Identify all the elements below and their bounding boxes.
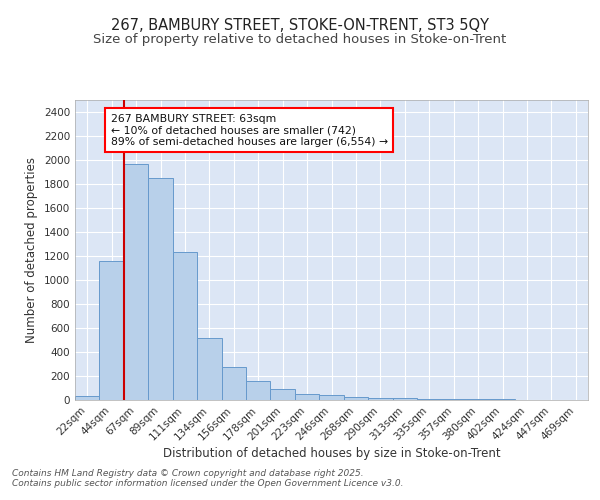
Bar [221,367,246,400]
Text: Contains public sector information licensed under the Open Government Licence v3: Contains public sector information licen… [12,478,404,488]
Bar [197,338,221,400]
Text: Contains HM Land Registry data © Crown copyright and database right 2025.: Contains HM Land Registry data © Crown c… [12,468,364,477]
Bar [173,252,197,400]
Bar [392,398,417,400]
Bar [148,178,173,400]
Text: 267 BAMBURY STREET: 63sqm
← 10% of detached houses are smaller (742)
89% of semi: 267 BAMBURY STREET: 63sqm ← 10% of detac… [111,114,388,146]
Bar [344,397,368,400]
Bar [295,394,319,400]
Bar [368,398,392,400]
Bar [271,389,295,400]
Text: Size of property relative to detached houses in Stoke-on-Trent: Size of property relative to detached ho… [94,32,506,46]
Y-axis label: Number of detached properties: Number of detached properties [25,157,38,343]
Bar [417,399,442,400]
Bar [246,382,271,400]
Bar [442,399,466,400]
Text: 267, BAMBURY STREET, STOKE-ON-TRENT, ST3 5QY: 267, BAMBURY STREET, STOKE-ON-TRENT, ST3… [111,18,489,32]
Bar [319,394,344,400]
Bar [124,164,148,400]
Bar [75,396,100,400]
Bar [100,261,124,400]
X-axis label: Distribution of detached houses by size in Stoke-on-Trent: Distribution of detached houses by size … [163,448,500,460]
